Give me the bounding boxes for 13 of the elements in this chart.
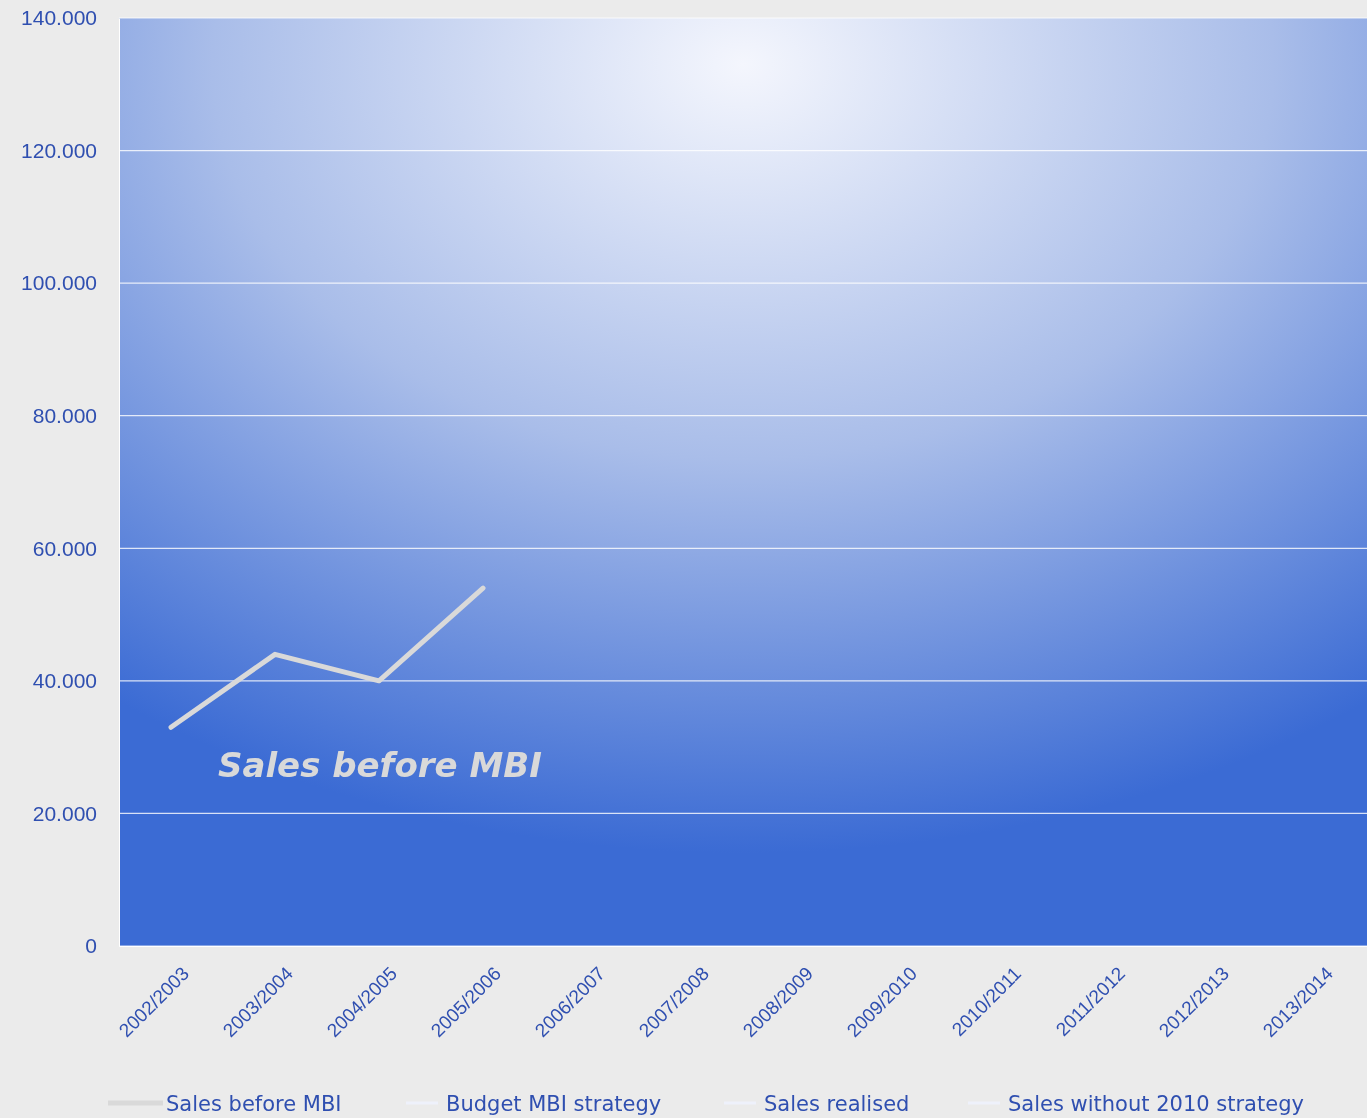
legend-label: Sales before MBI bbox=[166, 1092, 342, 1116]
y-tick-label: 20.000 bbox=[32, 801, 97, 825]
annotation: Sales before MBI bbox=[218, 745, 542, 785]
y-tick-label: 0 bbox=[85, 934, 97, 958]
legend-label: Sales realised bbox=[764, 1092, 910, 1116]
y-tick-label: 40.000 bbox=[32, 669, 97, 693]
y-tick-label: 100.000 bbox=[21, 271, 97, 295]
y-tick-label: 60.000 bbox=[32, 536, 97, 560]
legend-label: Budget MBI strategy bbox=[446, 1092, 662, 1116]
y-tick-label: 120.000 bbox=[21, 138, 97, 162]
legend-label: Sales without 2010 strategy bbox=[1008, 1092, 1304, 1116]
y-tick-label: 80.000 bbox=[32, 403, 97, 427]
y-tick-label: 140.000 bbox=[21, 6, 97, 30]
